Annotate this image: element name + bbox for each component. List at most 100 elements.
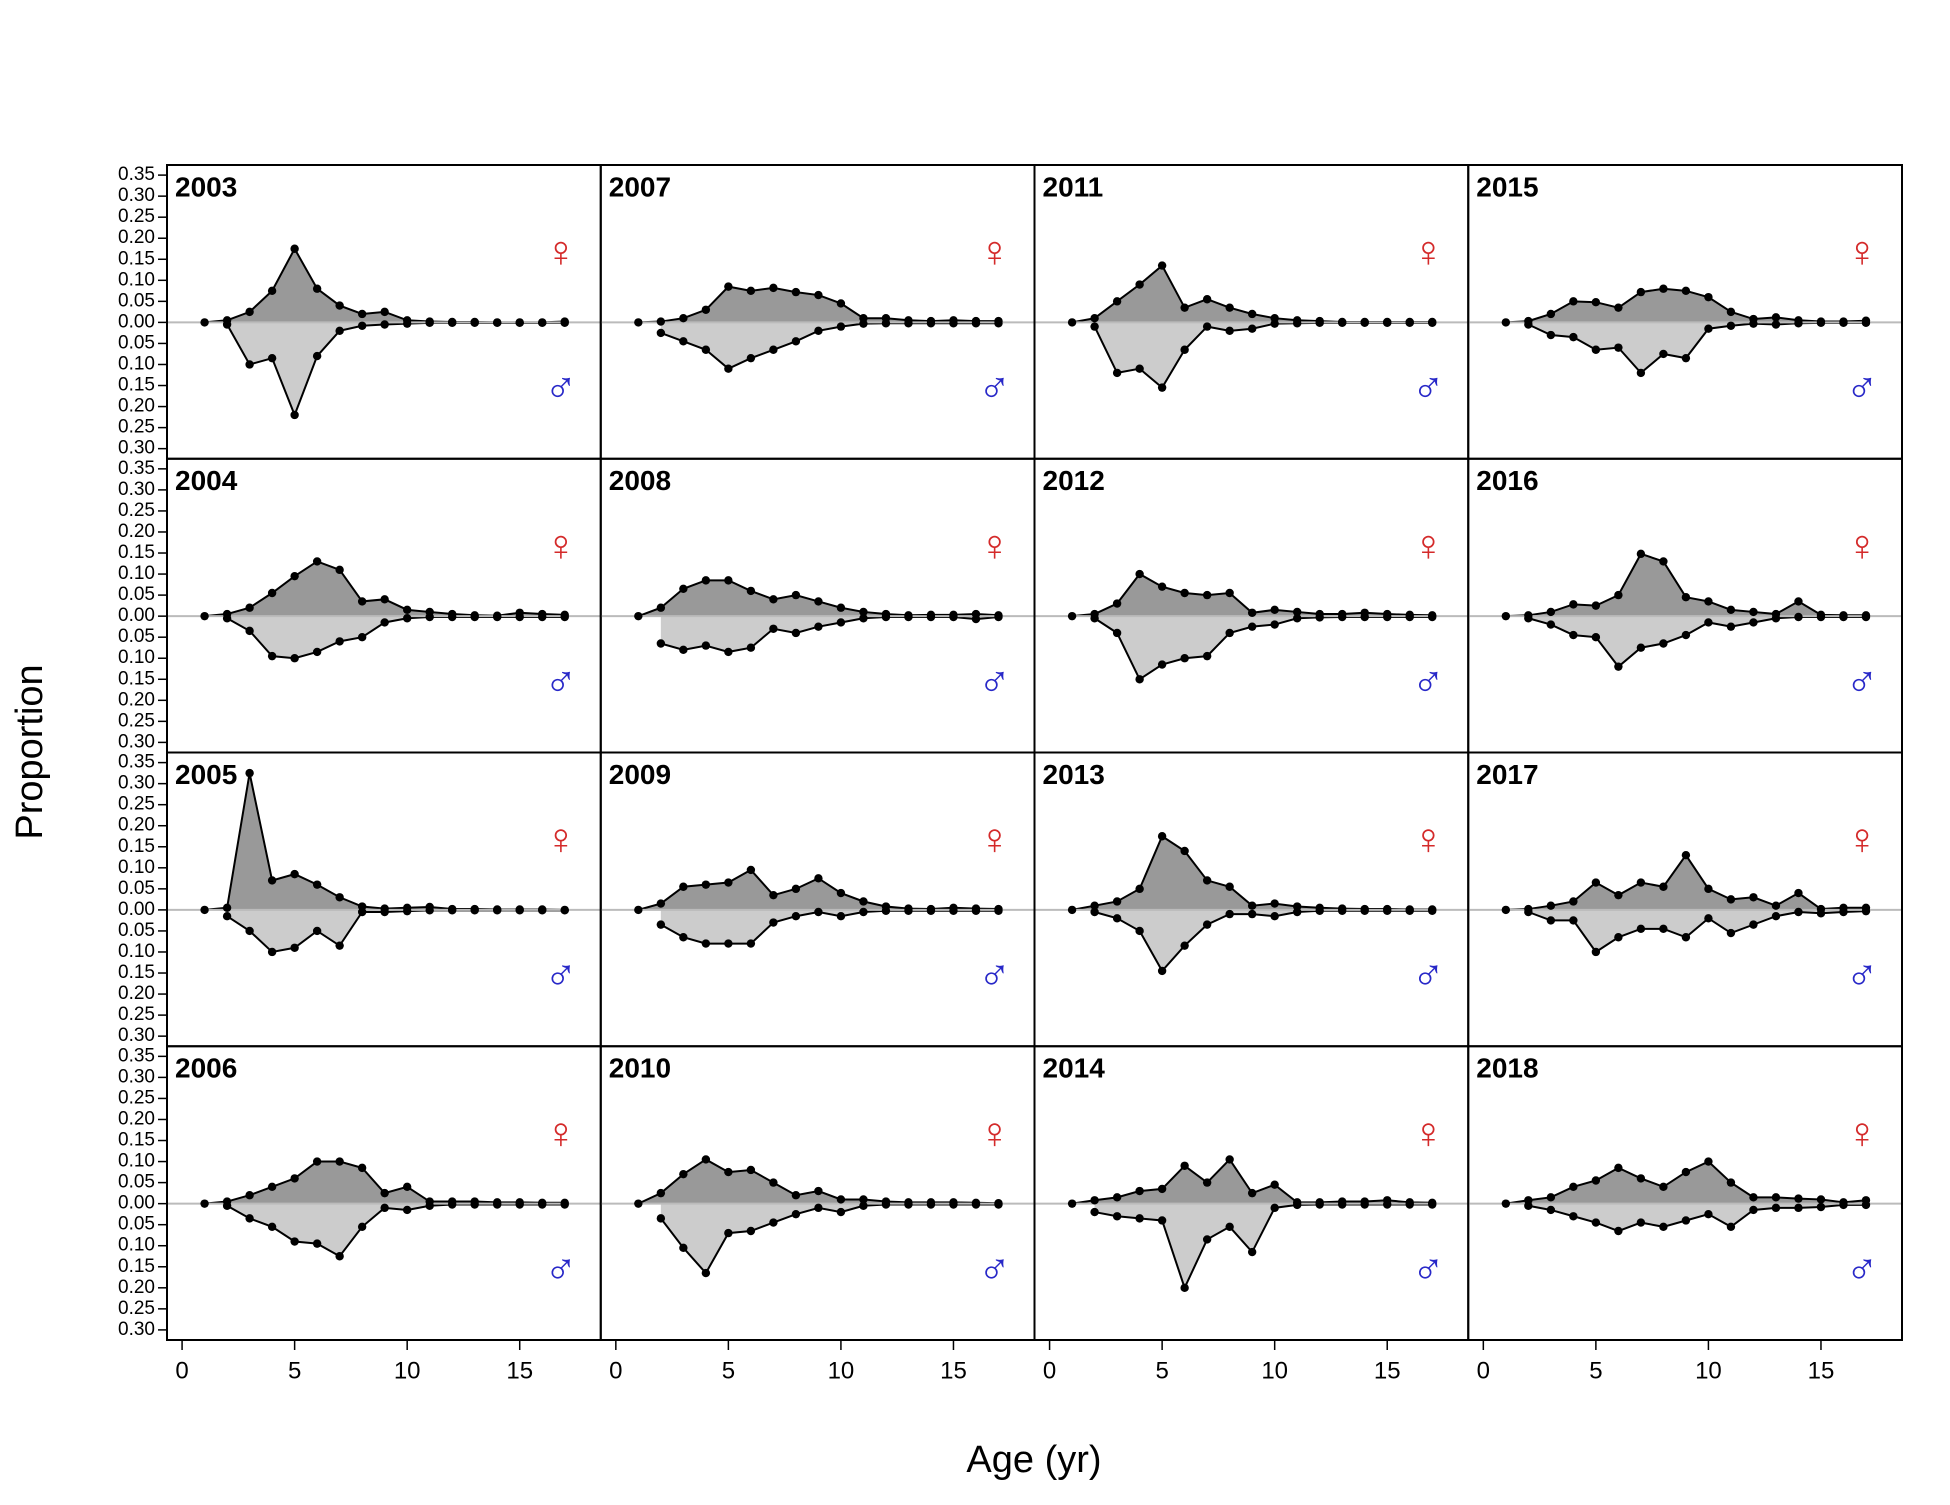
male-symbol: ♂ xyxy=(1412,657,1445,706)
male-symbol: ♂ xyxy=(1412,364,1445,413)
area-fill xyxy=(227,322,565,415)
x-tick-label: 5 xyxy=(1155,1357,1168,1384)
point xyxy=(791,912,801,921)
point xyxy=(380,618,389,627)
point xyxy=(1546,330,1556,340)
point xyxy=(1247,324,1257,333)
area-fill xyxy=(660,616,999,652)
point xyxy=(1157,1184,1167,1194)
y-tick-label: 0.10 xyxy=(118,563,155,584)
point xyxy=(335,1157,344,1166)
point xyxy=(1704,597,1713,606)
panel-title: 2005 xyxy=(175,759,237,790)
point xyxy=(200,905,209,915)
female-symbol: ♀ xyxy=(1412,521,1445,570)
point xyxy=(312,284,322,293)
point xyxy=(859,319,868,328)
point xyxy=(1839,907,1848,917)
female-symbol: ♀ xyxy=(978,521,1011,570)
point xyxy=(634,318,643,327)
point xyxy=(1614,590,1623,600)
male-symbol: ♂ xyxy=(544,951,577,1000)
x-tick-label: 15 xyxy=(1374,1357,1401,1384)
point xyxy=(1157,660,1167,669)
point xyxy=(245,626,254,636)
point xyxy=(1546,309,1556,319)
point xyxy=(1270,1203,1279,1213)
point xyxy=(1180,654,1189,663)
x-tick-label: 5 xyxy=(1589,1357,1602,1384)
y-tick-label: 0.05 xyxy=(118,290,155,311)
panel-title: 2014 xyxy=(1043,1053,1106,1084)
point xyxy=(335,637,344,646)
point xyxy=(1135,884,1144,894)
point xyxy=(1202,920,1212,929)
point xyxy=(1247,1188,1257,1198)
point xyxy=(1247,901,1257,910)
point xyxy=(267,588,277,598)
point xyxy=(1202,322,1212,331)
x-tick-label: 5 xyxy=(722,1357,735,1384)
point xyxy=(1546,620,1556,629)
point xyxy=(1614,303,1623,312)
point xyxy=(1794,319,1803,328)
panel-title: 2017 xyxy=(1476,759,1538,790)
point xyxy=(1180,1161,1189,1170)
point xyxy=(679,313,688,323)
panel-title: 2011 xyxy=(1043,171,1104,202)
female-symbol: ♀ xyxy=(1412,815,1445,864)
female-symbol: ♀ xyxy=(1846,815,1879,864)
point xyxy=(1157,582,1167,591)
point xyxy=(357,321,367,330)
point xyxy=(1112,368,1122,378)
point xyxy=(1771,313,1781,322)
point xyxy=(1112,897,1122,906)
point xyxy=(1067,905,1077,915)
point xyxy=(1135,364,1144,373)
point xyxy=(656,899,666,908)
area-fill xyxy=(227,909,565,952)
point xyxy=(1771,901,1781,910)
point xyxy=(1067,318,1077,327)
point xyxy=(1659,557,1668,566)
point xyxy=(1360,1200,1369,1209)
point xyxy=(1067,1199,1077,1208)
y-tick-label: 0.35 xyxy=(118,752,155,773)
point xyxy=(1659,349,1668,359)
point xyxy=(1337,612,1347,622)
point xyxy=(1569,1182,1578,1192)
point xyxy=(1839,318,1848,328)
point xyxy=(1135,675,1144,684)
point xyxy=(1569,916,1578,925)
x-tick-label: 10 xyxy=(1261,1357,1288,1384)
point xyxy=(357,597,367,606)
point xyxy=(402,605,412,615)
point xyxy=(1180,1283,1189,1293)
point xyxy=(1501,905,1511,915)
x-tick-label: 10 xyxy=(1695,1357,1722,1384)
point xyxy=(402,1182,412,1192)
point xyxy=(245,360,254,369)
panel-title: 2012 xyxy=(1043,465,1105,496)
point xyxy=(1202,295,1212,304)
point xyxy=(1704,1209,1713,1219)
point xyxy=(1315,1200,1324,1209)
point xyxy=(1816,909,1826,918)
point xyxy=(312,1157,322,1166)
point xyxy=(1614,343,1623,352)
x-tick-label: 0 xyxy=(609,1357,622,1384)
point xyxy=(746,643,756,652)
y-tick-label: 0.15 xyxy=(118,668,155,689)
point xyxy=(1614,933,1623,942)
point xyxy=(335,301,344,310)
panel-title: 2009 xyxy=(609,759,671,790)
point xyxy=(245,307,254,317)
area-fill xyxy=(638,580,999,617)
point xyxy=(1569,630,1578,640)
point xyxy=(1247,909,1257,919)
area-fill xyxy=(204,561,565,617)
point xyxy=(836,603,846,612)
point xyxy=(1771,320,1781,329)
point xyxy=(1816,1202,1826,1212)
female-symbol: ♀ xyxy=(978,228,1011,277)
